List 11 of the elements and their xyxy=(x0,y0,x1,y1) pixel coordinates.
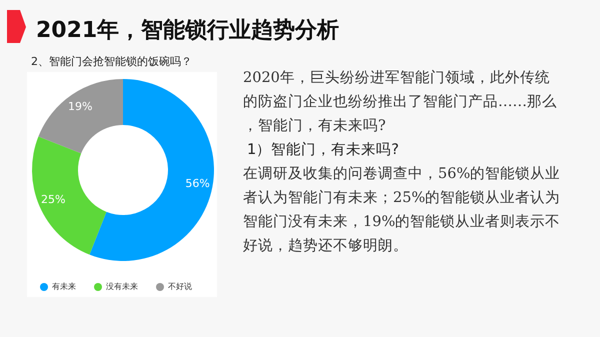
legend-label: 有未来 xyxy=(52,282,76,292)
text: 2020年，巨头纷纷进军智能门领域，此外传统的防盗门企业也纷纷推出了智能门产品……那么，智能门，有未来吗? xyxy=(243,69,557,134)
data-label: 25% xyxy=(41,193,66,206)
chart-subtitle: 2、智能门会抢智能锁的饭碗吗？ xyxy=(31,55,192,68)
legend-label: 不好说 xyxy=(168,282,192,292)
legend-label: 没有未来 xyxy=(106,282,138,292)
text: 1）智能门，有未来吗? xyxy=(247,141,399,158)
chart-title: 2021年，智能锁行业趋势分析 xyxy=(36,18,340,43)
data-label: 56% xyxy=(185,177,210,190)
text: 在调研及收集的问卷调查中，56%的智能锁从业者认为智能门有未来；25%的智能锁从业者认为智能门没有未来，19%的智能锁从业者则表示不好说，趋势还不够明朗。 xyxy=(243,165,560,254)
data-label: 19% xyxy=(68,100,93,114)
